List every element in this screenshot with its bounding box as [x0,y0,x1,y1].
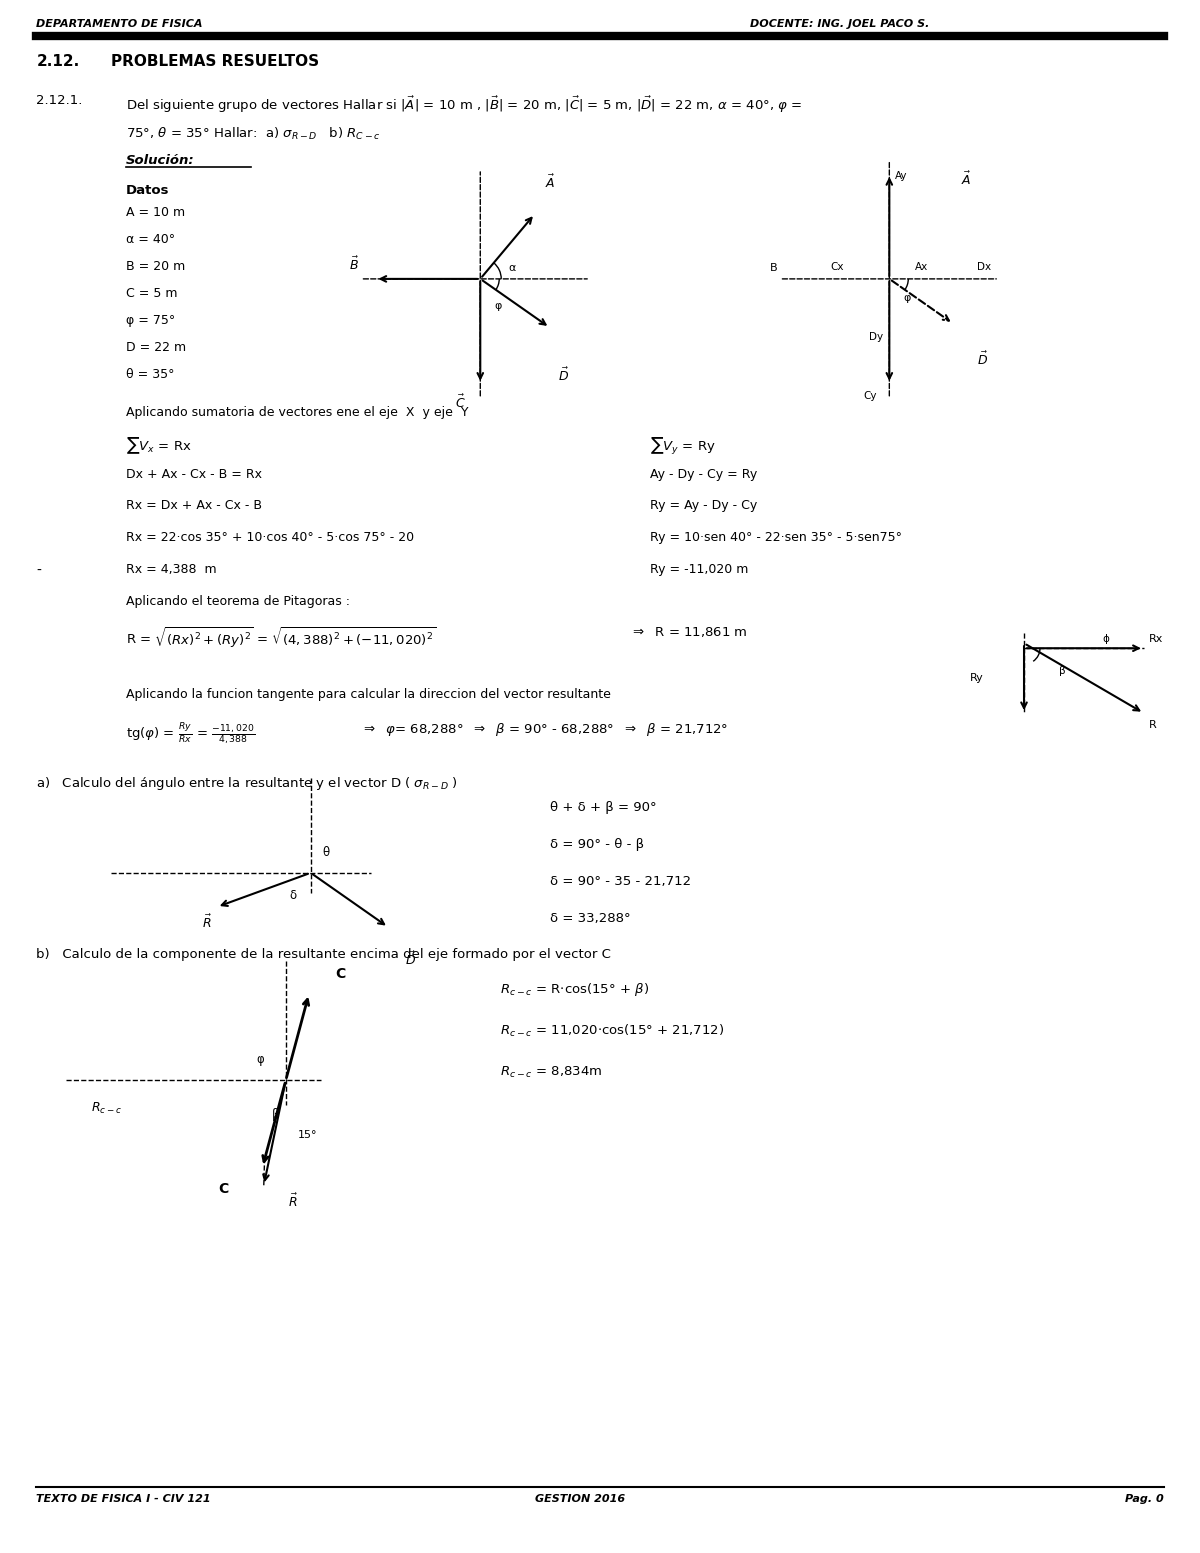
Text: Ay: Ay [895,171,908,182]
Text: Del siguiente grupo de vectores Hallar si $|\vec{A}|$ = 10 m , $|\vec{B}|$ = 20 : Del siguiente grupo de vectores Hallar s… [126,95,802,115]
Text: Ay - Dy - Cy = Ry: Ay - Dy - Cy = Ry [650,467,757,480]
Text: δ = 90° - 35 - 21,712: δ = 90° - 35 - 21,712 [550,874,691,888]
Text: 2.12.: 2.12. [36,54,79,70]
Text: δ = 33,288°: δ = 33,288° [550,912,631,924]
Text: Dy: Dy [869,332,883,342]
Text: Ry = -11,020 m: Ry = -11,020 m [650,564,749,576]
Text: Aplicando el teorema de Pitagoras :: Aplicando el teorema de Pitagoras : [126,595,350,609]
Text: -: - [36,564,41,578]
Text: β: β [272,1109,280,1121]
Text: $\vec{D}$: $\vec{D}$ [558,367,569,384]
Text: PROBLEMAS RESUELTOS: PROBLEMAS RESUELTOS [112,54,319,70]
Text: Datos: Datos [126,185,169,197]
Text: DOCENTE: ING. JOEL PACO S.: DOCENTE: ING. JOEL PACO S. [750,19,929,30]
Text: Aplicando sumatoria de vectores ene el eje  X  y eje  Y: Aplicando sumatoria de vectores ene el e… [126,405,468,419]
Text: Rx = 4,388  m: Rx = 4,388 m [126,564,217,576]
Text: $\vec{A}$: $\vec{A}$ [961,171,972,188]
Text: ϕ: ϕ [1103,634,1109,644]
Text: $R_{c-c}$ = 11,020$\cdot$cos(15° + 21,712): $R_{c-c}$ = 11,020$\cdot$cos(15° + 21,71… [500,1022,725,1039]
Text: α = 40°: α = 40° [126,233,175,245]
Text: b)   Calculo de la componente de la resultante encima del eje formado por el vec: b) Calculo de la componente de la result… [36,947,611,961]
Text: $\sum V_x$ = Rx: $\sum V_x$ = Rx [126,435,192,457]
Text: φ: φ [904,294,911,303]
Text: A = 10 m: A = 10 m [126,207,185,219]
Text: $R_{c-c}$ = 8,834m: $R_{c-c}$ = 8,834m [500,1064,602,1079]
Text: Dx + Ax - Cx - B = Rx: Dx + Ax - Cx - B = Rx [126,467,262,480]
Text: B: B [770,262,778,273]
Text: 2.12.1.: 2.12.1. [36,95,83,107]
Text: φ = 75°: φ = 75° [126,314,175,326]
Text: 75°, $\theta$ = 35° Hallar:  a) $\sigma_{R-D}$   b) $R_{C-c}$: 75°, $\theta$ = 35° Hallar: a) $\sigma_{… [126,126,380,143]
Text: Ry = 10·sen 40° - 22·sen 35° - 5·sen75°: Ry = 10·sen 40° - 22·sen 35° - 5·sen75° [650,531,902,545]
Text: $\vec{D}$: $\vec{D}$ [406,950,416,968]
Text: Aplicando la funcion tangente para calcular la direccion del vector resultante: Aplicando la funcion tangente para calcu… [126,688,611,700]
Text: Cx: Cx [830,262,844,272]
Text: Cy: Cy [864,391,877,401]
Text: θ + δ + β = 90°: θ + δ + β = 90° [550,801,656,814]
Text: β: β [1058,666,1066,676]
Text: Ry: Ry [971,672,984,683]
Text: $\vec{R}$: $\vec{R}$ [203,913,212,930]
Text: R = $\sqrt{(Rx)^2 + (Ry)^2}$ = $\sqrt{(4,388)^2 + (-11,020)^2}$: R = $\sqrt{(Rx)^2 + (Ry)^2}$ = $\sqrt{(4… [126,626,437,649]
Text: Rx: Rx [1148,634,1163,644]
Text: $\Rightarrow$  R = 11,861 m: $\Rightarrow$ R = 11,861 m [630,626,748,640]
Text: δ = 90° - θ - β: δ = 90° - θ - β [550,839,644,851]
Text: a)   Calculo del ángulo entre la resultante y el vector D ( $\sigma_{R-D}$ ): a) Calculo del ángulo entre la resultant… [36,775,458,792]
Text: φ: φ [494,301,502,311]
Text: α: α [509,262,516,273]
Text: $\vec{D}$: $\vec{D}$ [977,351,988,368]
Text: Rx = 22·cos 35° + 10·cos 40° - 5·cos 75° - 20: Rx = 22·cos 35° + 10·cos 40° - 5·cos 75°… [126,531,414,545]
Text: $R_{c-c}$: $R_{c-c}$ [91,1101,122,1117]
Text: D = 22 m: D = 22 m [126,340,186,354]
Text: Pag. 0: Pag. 0 [1124,1494,1164,1503]
Text: θ: θ [323,846,330,859]
Text: C: C [336,966,346,980]
Text: θ = 35°: θ = 35° [126,368,174,380]
Text: Solución:: Solución: [126,154,194,168]
Text: $R_{c-c}$ = R$\cdot$cos(15° + $\beta$): $R_{c-c}$ = R$\cdot$cos(15° + $\beta$) [500,980,649,997]
Text: δ: δ [289,888,296,902]
Text: Rx = Dx + Ax - Cx - B: Rx = Dx + Ax - Cx - B [126,500,262,512]
Text: DEPARTAMENTO DE FISICA: DEPARTAMENTO DE FISICA [36,19,203,30]
Text: C = 5 m: C = 5 m [126,287,178,300]
Text: R: R [1148,721,1157,730]
Text: $\Rightarrow$  $\varphi$= 68,288°  $\Rightarrow$  $\beta$ = 90° - 68,288°  $\Rig: $\Rightarrow$ $\varphi$= 68,288° $\Right… [360,721,728,738]
Text: GESTION 2016: GESTION 2016 [535,1494,625,1503]
Text: $\vec{C}$: $\vec{C}$ [455,394,466,412]
Text: φ: φ [256,1053,264,1067]
Text: Dx: Dx [977,262,991,272]
Text: $\vec{B}$: $\vec{B}$ [349,256,359,273]
Text: Ax: Ax [914,262,928,272]
Text: B = 20 m: B = 20 m [126,259,185,273]
Text: C: C [218,1182,229,1196]
Text: 15°: 15° [298,1131,317,1140]
Text: TEXTO DE FISICA I - CIV 121: TEXTO DE FISICA I - CIV 121 [36,1494,211,1503]
Text: $\vec{A}$: $\vec{A}$ [545,174,556,191]
Text: tg($\varphi$) = $\frac{Ry}{Rx}$ = $\frac{-11,020}{4,388}$: tg($\varphi$) = $\frac{Ry}{Rx}$ = $\frac… [126,721,256,747]
Text: $\vec{R}$: $\vec{R}$ [288,1193,298,1210]
Text: Ry = Ay - Dy - Cy: Ry = Ay - Dy - Cy [650,500,757,512]
Text: $\sum V_y$ = Ry: $\sum V_y$ = Ry [650,435,715,457]
